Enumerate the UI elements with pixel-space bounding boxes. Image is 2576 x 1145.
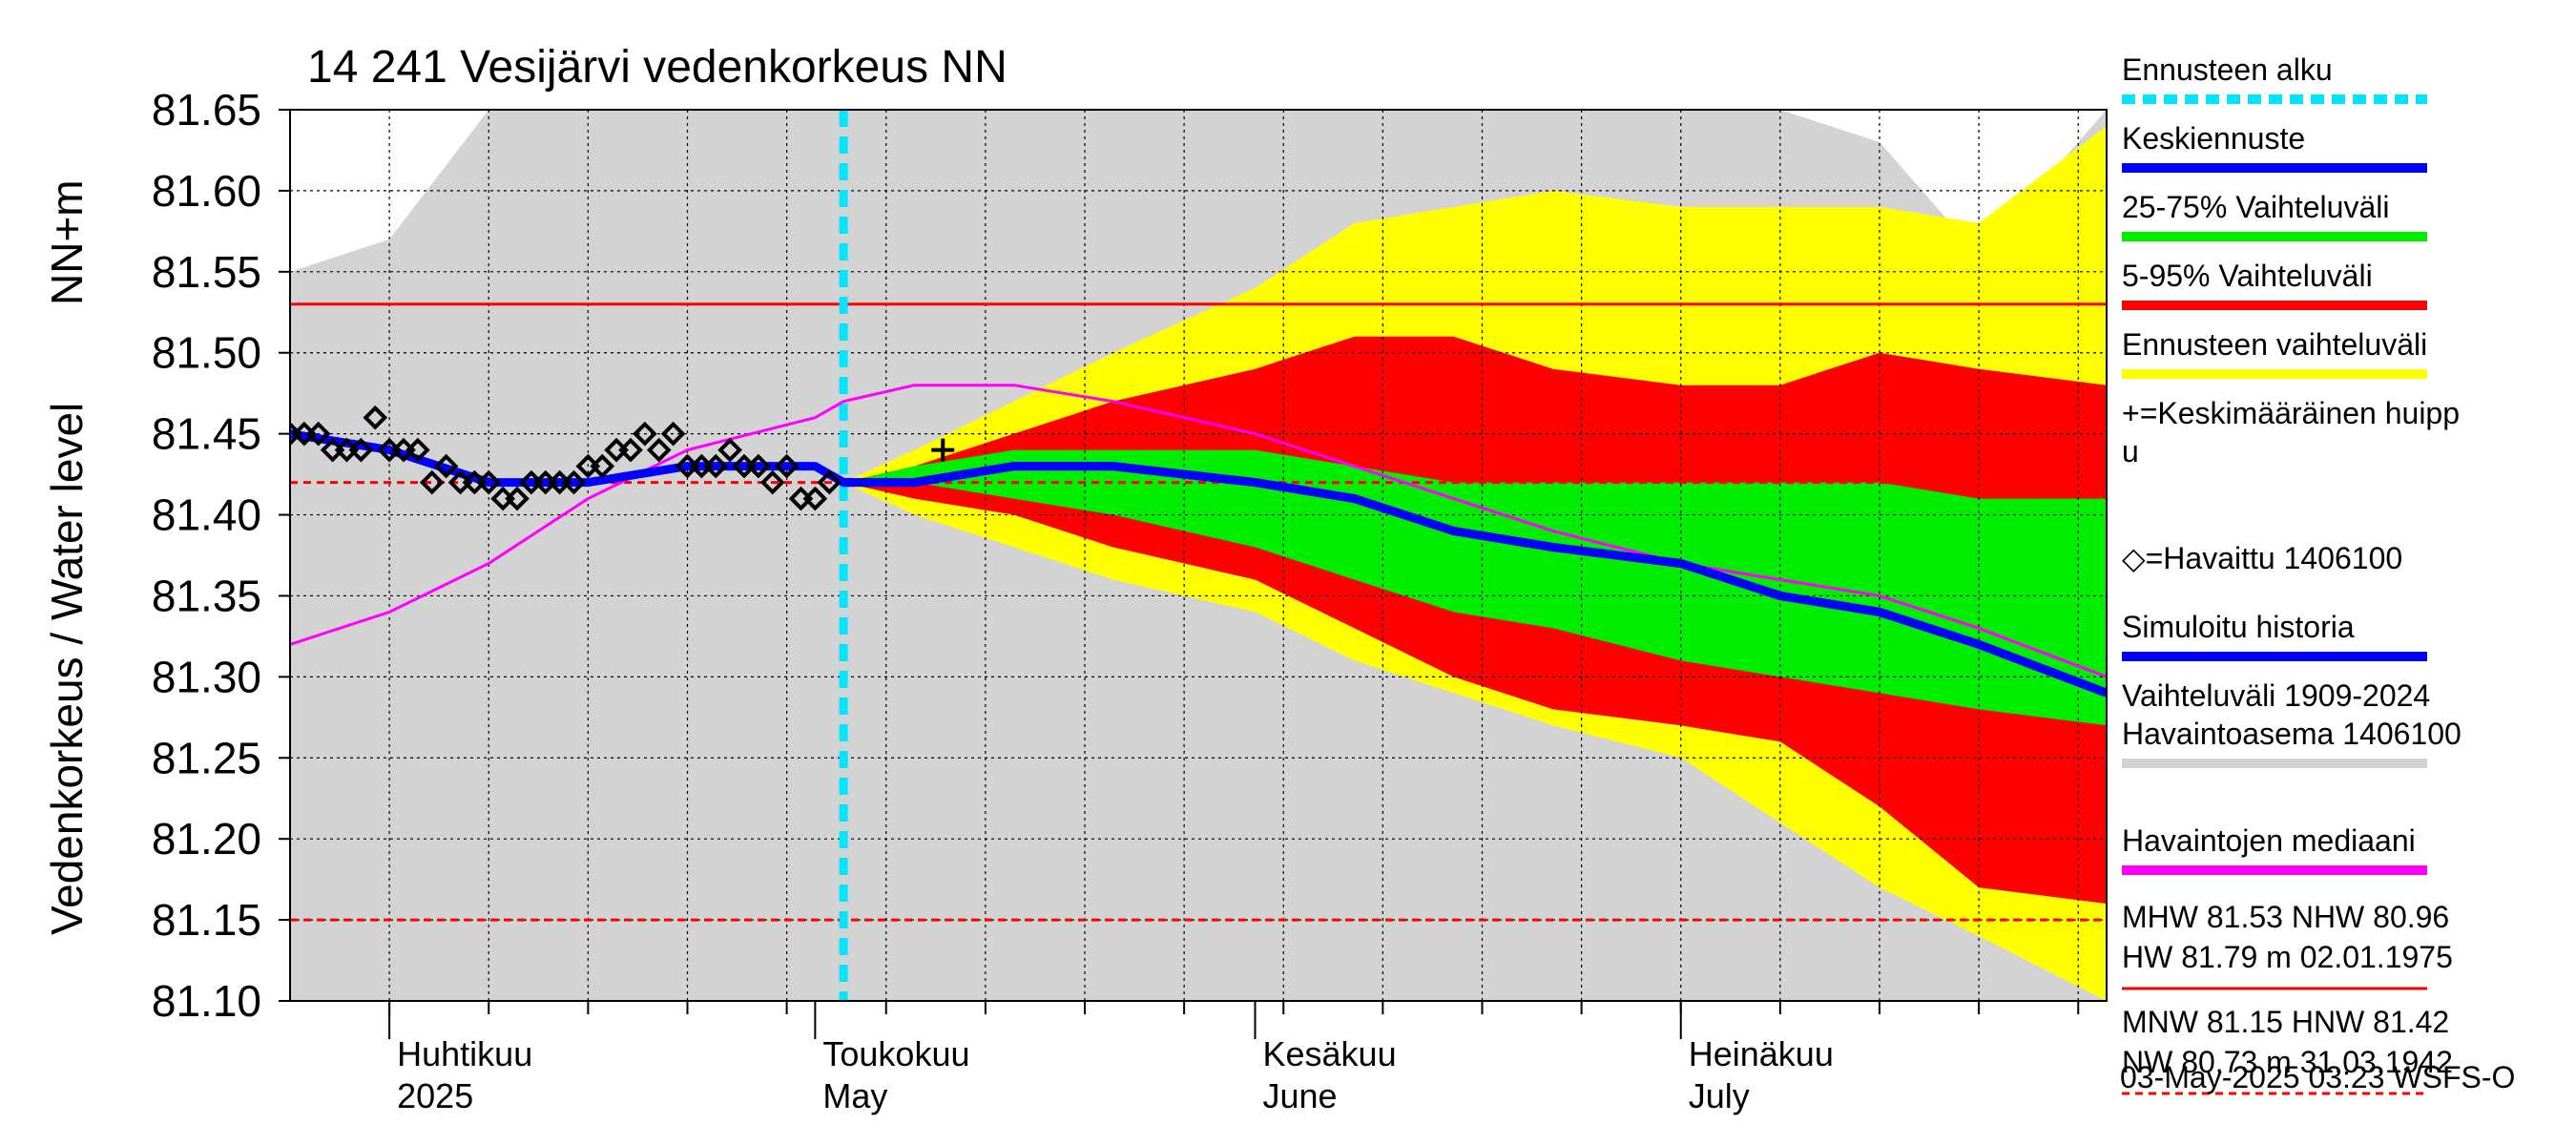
x-month-sublabel: June (1263, 1076, 1338, 1115)
plot-area (290, 110, 2107, 1001)
observed-point (363, 405, 388, 430)
observed-point (633, 421, 657, 447)
legend-label: Ennusteen alku (2122, 52, 2333, 87)
observed-point (802, 486, 828, 511)
observed-point (646, 437, 672, 463)
stats-text: MHW 81.53 NHW 80.96 (2122, 900, 2449, 934)
observed-point (746, 453, 771, 479)
x-month-label: Toukokuu (822, 1034, 969, 1073)
observed-point (419, 469, 445, 495)
legend-label: 5-95% Vaihteluväli (2122, 259, 2373, 293)
observed-point (561, 469, 587, 495)
y-axis-label: Vedenkorkeus / Water level (42, 403, 92, 935)
x-month-label: Kesäkuu (1263, 1034, 1397, 1073)
y-tick-label: 81.15 (152, 895, 261, 945)
observed-point (305, 421, 331, 447)
observed-point (703, 453, 729, 479)
mean-peak-marker (931, 438, 955, 462)
series-lines (290, 110, 2107, 1001)
observed-point (405, 437, 430, 463)
observed-point (618, 437, 643, 463)
series-line-2 (843, 462, 2107, 697)
legend-label: Havaintoasema 1406100 (2122, 717, 2462, 751)
footer-timestamp: 03-May-2025 03:23 WSFS-O (2120, 1060, 2515, 1094)
legend-label: Vaihteluväli 1909-2024 (2122, 678, 2430, 713)
observed-point (433, 453, 459, 479)
observed-point (348, 437, 374, 463)
observed-point (590, 453, 615, 479)
stats-text: MNW 81.15 HNW 81.42 (2122, 1005, 2449, 1039)
legend-label: ◇=Havaittu 1406100 (2122, 541, 2402, 575)
grid-layer (290, 110, 2107, 1001)
y-tick-label: 81.65 (152, 85, 261, 135)
bands-layer (290, 110, 2107, 1001)
legend-label: Ennusteen vaihteluväli (2122, 327, 2427, 362)
y-tick-label: 81.35 (152, 571, 261, 620)
observed-point (717, 437, 742, 463)
y-tick-label: 81.25 (152, 733, 261, 782)
y-tick-label: 81.55 (152, 247, 261, 297)
x-month-label: Huhtikuu (397, 1034, 532, 1073)
axes-layer: 81.65 81.60 81.55 81.50 81.45 81.40 81.35 81.30… (152, 85, 2080, 1115)
markers-layer (290, 405, 955, 511)
y-tick-label: 81.45 (152, 409, 261, 459)
observed-point (774, 453, 800, 479)
x-month-sublabel: May (822, 1076, 887, 1115)
observed-point (476, 469, 502, 495)
legend-label: u (2122, 434, 2139, 468)
y-tick-label: 81.20 (152, 814, 261, 864)
stats-text: HW 81.79 m 02.01.1975 (2122, 940, 2453, 974)
band-3 (843, 449, 2107, 726)
x-month-sublabel: July (1689, 1076, 1750, 1115)
observed-point (759, 469, 785, 495)
reference-lines (290, 302, 2107, 922)
y-tick-label: 81.60 (152, 166, 261, 216)
observed-point (660, 421, 686, 447)
legend-label: Keskiennuste (2122, 121, 2305, 156)
legend-label: Simuloitu historia (2122, 610, 2355, 644)
series-line-0 (290, 384, 2107, 678)
legend-label: 25-75% Vaihteluväli (2122, 190, 2389, 224)
observed-point (817, 469, 842, 495)
plot-frame (289, 109, 2108, 1002)
stats-text: NW 80.73 m 31.03.1942 (2122, 1045, 2453, 1079)
observed-point (505, 486, 530, 511)
legend: Ennusteen alku Keskiennuste 25-75% Vaihtel… (2122, 52, 2462, 1095)
y-axis-unit: NN+m (42, 179, 92, 305)
legend-label: Havaintojen mediaani (2122, 823, 2416, 858)
y-tick-label: 81.10 (152, 976, 261, 1026)
legend-label: +=Keskimääräinen huipp (2122, 396, 2460, 430)
chart-title: 14 241 Vesijärvi vedenkorkeus NN (307, 42, 1008, 93)
y-tick-label: 81.40 (152, 490, 261, 540)
x-month-label: Heinäkuu (1689, 1034, 1834, 1073)
y-tick-label: 81.30 (152, 652, 261, 701)
y-tick-label: 81.50 (152, 328, 261, 378)
x-month-sublabel: 2025 (397, 1076, 473, 1115)
